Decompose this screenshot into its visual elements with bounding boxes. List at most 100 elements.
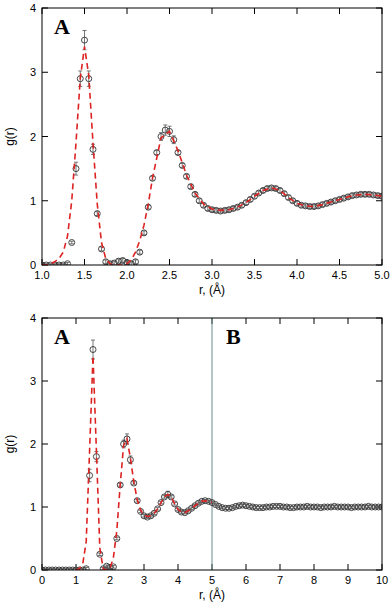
x-tick bbox=[314, 318, 315, 324]
data-point bbox=[87, 473, 93, 479]
error-bar bbox=[134, 260, 138, 264]
x-tick-label: 0 bbox=[39, 574, 45, 586]
region-label: A bbox=[54, 14, 70, 39]
y-tick bbox=[42, 381, 48, 382]
error-bar bbox=[70, 241, 74, 244]
x-tick bbox=[144, 564, 145, 570]
x-tick bbox=[297, 259, 298, 265]
x-tick bbox=[348, 318, 349, 324]
y-axis-label: g(r) bbox=[3, 127, 17, 146]
data-point bbox=[99, 246, 105, 252]
panel: 0 1 2 3 4 5 6 7 8 9 10 0 1 2 3 4 A Br, (Å) g(r) bbox=[3, 312, 388, 602]
x-tick-label: 4.0 bbox=[289, 269, 304, 281]
x-tick-label: 2.5 bbox=[162, 269, 177, 281]
x-tick bbox=[254, 259, 255, 265]
x-tick-label: 2 bbox=[107, 574, 113, 586]
data-point bbox=[137, 249, 143, 255]
x-tick bbox=[84, 8, 85, 14]
x-tick-label: 4 bbox=[175, 574, 181, 586]
y-tick-label: 1 bbox=[30, 501, 36, 513]
error-bar bbox=[197, 199, 201, 203]
x-tick bbox=[144, 318, 145, 324]
x-tick-label: 4.5 bbox=[332, 269, 347, 281]
data-point bbox=[65, 261, 71, 265]
y-tick bbox=[42, 136, 48, 137]
region-label: A bbox=[54, 324, 70, 349]
x-tick bbox=[339, 259, 340, 265]
panel: 1.0 1.5 2.0 2.5 3.0 3.5 4.0 4.5 5.0 0 1 2 3 4 Ar, (Å) g… bbox=[3, 2, 390, 297]
y-tick bbox=[42, 444, 48, 445]
x-tick-label: 9 bbox=[345, 574, 351, 586]
x-tick-label: 3.0 bbox=[204, 269, 219, 281]
y-axis-label: g(r) bbox=[3, 435, 17, 454]
x-tick bbox=[254, 8, 255, 14]
x-tick bbox=[212, 8, 213, 14]
y-tick bbox=[376, 444, 382, 445]
error-bar bbox=[111, 566, 115, 569]
x-tick bbox=[110, 318, 111, 324]
error-bar bbox=[155, 151, 159, 155]
y-tick-label: 1 bbox=[30, 195, 36, 207]
x-tick bbox=[178, 564, 179, 570]
data-point bbox=[133, 259, 139, 265]
x-tick-label: 1 bbox=[73, 574, 79, 586]
y-tick-label: 3 bbox=[30, 66, 36, 78]
error-bar bbox=[138, 250, 142, 254]
y-tick bbox=[42, 507, 48, 508]
y-tick bbox=[376, 200, 382, 201]
x-tick-label: 5.0 bbox=[374, 269, 389, 281]
x-tick bbox=[84, 259, 85, 265]
x-tick bbox=[76, 318, 77, 324]
x-tick-label: 2.0 bbox=[119, 269, 134, 281]
figure: 1.0 1.5 2.0 2.5 3.0 3.5 4.0 4.5 5.0 0 1 2 3 4 Ar, (Å) g… bbox=[0, 0, 392, 608]
x-tick bbox=[169, 8, 170, 14]
y-tick bbox=[376, 381, 382, 382]
x-tick bbox=[297, 8, 298, 14]
x-tick-label: 8 bbox=[311, 574, 317, 586]
y-tick-label: 0 bbox=[30, 564, 36, 576]
x-tick-label: 1.0 bbox=[34, 269, 49, 281]
x-tick-label: 6 bbox=[243, 574, 249, 586]
fit-line bbox=[42, 47, 382, 265]
plot-area bbox=[42, 30, 382, 265]
y-tick-label: 2 bbox=[30, 131, 36, 143]
frame bbox=[42, 8, 382, 265]
y-tick-label: 4 bbox=[30, 2, 36, 14]
divider-line bbox=[212, 318, 213, 570]
y-tick bbox=[42, 200, 48, 201]
x-tick-label: 7 bbox=[277, 574, 283, 586]
x-tick bbox=[348, 564, 349, 570]
x-tick-label: 3.5 bbox=[247, 269, 262, 281]
x-tick bbox=[212, 259, 213, 265]
fit-line bbox=[76, 356, 212, 570]
x-axis-label: r, (Å) bbox=[199, 282, 225, 297]
region-label: B bbox=[226, 324, 241, 349]
x-tick-label: 5 bbox=[209, 574, 215, 586]
x-tick bbox=[280, 318, 281, 324]
x-axis-label: r, (Å) bbox=[199, 587, 225, 602]
y-tick bbox=[376, 136, 382, 137]
y-tick-label: 2 bbox=[30, 438, 36, 450]
error-bar bbox=[91, 340, 95, 359]
x-tick-label: 10 bbox=[376, 574, 388, 586]
x-tick bbox=[246, 564, 247, 570]
data-point bbox=[94, 211, 100, 217]
x-tick-label: 3 bbox=[141, 574, 147, 586]
y-tick bbox=[376, 72, 382, 73]
data-point bbox=[69, 240, 75, 246]
x-tick bbox=[339, 8, 340, 14]
error-bar bbox=[169, 496, 173, 499]
y-tick bbox=[42, 72, 48, 73]
x-tick bbox=[178, 318, 179, 324]
data-point bbox=[83, 566, 89, 570]
y-tick-label: 0 bbox=[30, 259, 36, 271]
x-tick bbox=[127, 8, 128, 14]
frame bbox=[42, 318, 382, 570]
y-tick-label: 3 bbox=[30, 375, 36, 387]
x-tick-label: 1.5 bbox=[77, 269, 92, 281]
x-tick bbox=[280, 564, 281, 570]
data-point bbox=[90, 347, 96, 353]
x-tick bbox=[314, 564, 315, 570]
y-tick-label: 4 bbox=[30, 312, 36, 324]
x-tick bbox=[246, 318, 247, 324]
